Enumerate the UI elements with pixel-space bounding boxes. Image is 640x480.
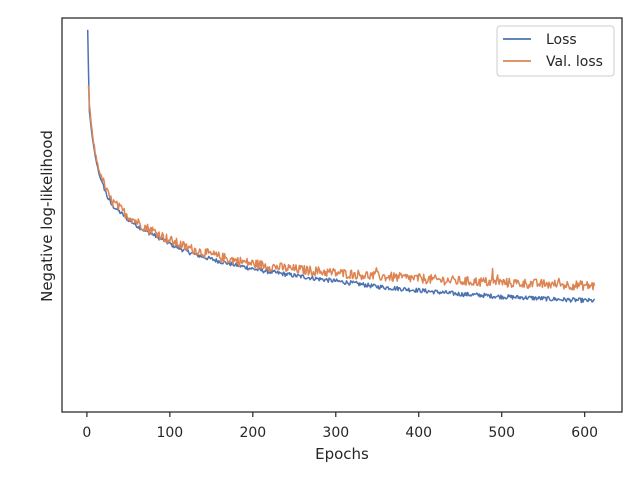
x-tick-label: 100: [156, 425, 183, 441]
x-tick-label: 600: [571, 425, 598, 441]
series-line-val-loss: [87, 85, 596, 291]
x-axis-label: Epochs: [315, 445, 369, 463]
x-tick-label: 300: [322, 425, 349, 441]
legend: Loss Val. loss: [496, 25, 615, 77]
y-axis-label: Negative log-likelihood: [38, 130, 56, 302]
x-tick-label: 0: [82, 425, 91, 441]
x-tick-label: 400: [405, 425, 432, 441]
legend-label: Val. loss: [546, 54, 603, 70]
series-line-loss: [86, 29, 596, 304]
plot-lines: [86, 29, 596, 304]
x-tick-label: 500: [488, 425, 515, 441]
x-axis-ticks: 0 100 200 300 400 500 600: [82, 412, 598, 441]
legend-label: Loss: [546, 32, 577, 48]
plot-area-frame: [61, 17, 623, 413]
x-tick-label: 200: [239, 425, 266, 441]
